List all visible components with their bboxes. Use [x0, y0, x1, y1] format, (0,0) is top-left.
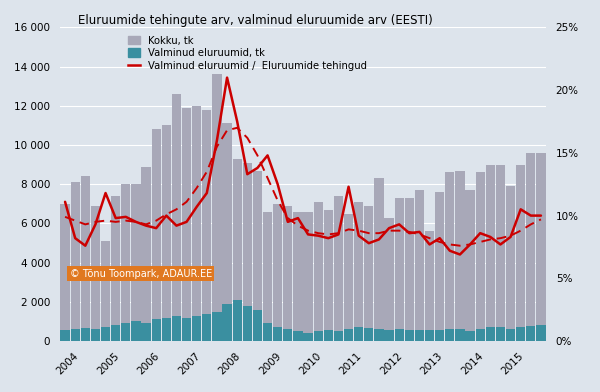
Bar: [374, 178, 383, 329]
Bar: [131, 321, 140, 341]
Bar: [233, 300, 242, 341]
Bar: [71, 329, 80, 341]
Text: © Tõnu Toompark, ADAUR.EE: © Tõnu Toompark, ADAUR.EE: [70, 269, 212, 279]
Bar: [354, 327, 364, 341]
Bar: [91, 329, 100, 341]
Bar: [233, 159, 242, 300]
Bar: [101, 241, 110, 327]
Bar: [202, 314, 211, 341]
Bar: [293, 331, 302, 341]
Bar: [202, 110, 211, 314]
Bar: [385, 218, 394, 330]
Text: Eluruumide tehingute arv, valminud eluruumide arv (EESTI): Eluruumide tehingute arv, valminud eluru…: [78, 14, 433, 27]
Bar: [212, 74, 221, 312]
Bar: [61, 330, 70, 341]
Bar: [323, 210, 333, 330]
Bar: [395, 329, 404, 341]
Bar: [253, 171, 262, 310]
Bar: [263, 212, 272, 323]
Bar: [304, 333, 313, 341]
Bar: [364, 328, 373, 341]
Bar: [506, 329, 515, 341]
Bar: [172, 316, 181, 341]
Bar: [404, 198, 414, 330]
Bar: [152, 319, 161, 341]
Bar: [323, 330, 333, 341]
Bar: [476, 329, 485, 341]
Bar: [506, 186, 515, 329]
Bar: [364, 206, 373, 328]
Bar: [455, 171, 464, 329]
Bar: [253, 310, 262, 341]
Bar: [283, 329, 292, 341]
Bar: [161, 318, 171, 341]
Bar: [395, 198, 404, 329]
Bar: [304, 212, 313, 333]
Bar: [182, 108, 191, 318]
Bar: [526, 326, 535, 341]
Bar: [485, 165, 495, 327]
Bar: [223, 123, 232, 304]
Bar: [314, 331, 323, 341]
Bar: [223, 304, 232, 341]
Bar: [111, 196, 121, 325]
Bar: [71, 182, 80, 329]
Bar: [445, 172, 454, 329]
Bar: [263, 323, 272, 341]
Bar: [80, 328, 90, 341]
Bar: [334, 331, 343, 341]
Bar: [101, 327, 110, 341]
Bar: [476, 172, 485, 329]
Bar: [273, 204, 283, 327]
Bar: [172, 94, 181, 316]
Bar: [121, 184, 130, 323]
Bar: [344, 329, 353, 341]
Bar: [91, 206, 100, 329]
Legend: Kokku, tk, Valminud eluruumid, tk, Valminud eluruumid /  Eluruumide tehingud: Kokku, tk, Valminud eluruumid, tk, Valmi…: [128, 36, 367, 71]
Bar: [273, 327, 283, 341]
Bar: [526, 153, 535, 326]
Bar: [131, 184, 140, 321]
Bar: [496, 327, 505, 341]
Bar: [354, 202, 364, 327]
Bar: [536, 325, 545, 341]
Bar: [121, 323, 130, 341]
Bar: [415, 190, 424, 330]
Bar: [415, 330, 424, 341]
Bar: [466, 331, 475, 341]
Bar: [374, 329, 383, 341]
Bar: [242, 306, 252, 341]
Bar: [334, 196, 343, 331]
Bar: [212, 312, 221, 341]
Bar: [516, 327, 526, 341]
Bar: [142, 323, 151, 341]
Bar: [344, 214, 353, 329]
Bar: [152, 129, 161, 319]
Bar: [283, 206, 292, 329]
Bar: [385, 330, 394, 341]
Bar: [142, 167, 151, 323]
Bar: [435, 192, 445, 330]
Bar: [192, 106, 202, 316]
Bar: [445, 329, 454, 341]
Bar: [516, 165, 526, 327]
Bar: [404, 330, 414, 341]
Bar: [182, 318, 191, 341]
Bar: [466, 190, 475, 331]
Bar: [536, 153, 545, 325]
Bar: [111, 325, 121, 341]
Bar: [314, 202, 323, 331]
Bar: [435, 330, 445, 341]
Bar: [485, 327, 495, 341]
Bar: [425, 330, 434, 341]
Bar: [80, 176, 90, 328]
Bar: [293, 212, 302, 331]
Bar: [161, 125, 171, 318]
Bar: [455, 329, 464, 341]
Bar: [192, 316, 202, 341]
Bar: [242, 163, 252, 306]
Bar: [61, 204, 70, 330]
Bar: [496, 165, 505, 327]
Bar: [425, 231, 434, 330]
